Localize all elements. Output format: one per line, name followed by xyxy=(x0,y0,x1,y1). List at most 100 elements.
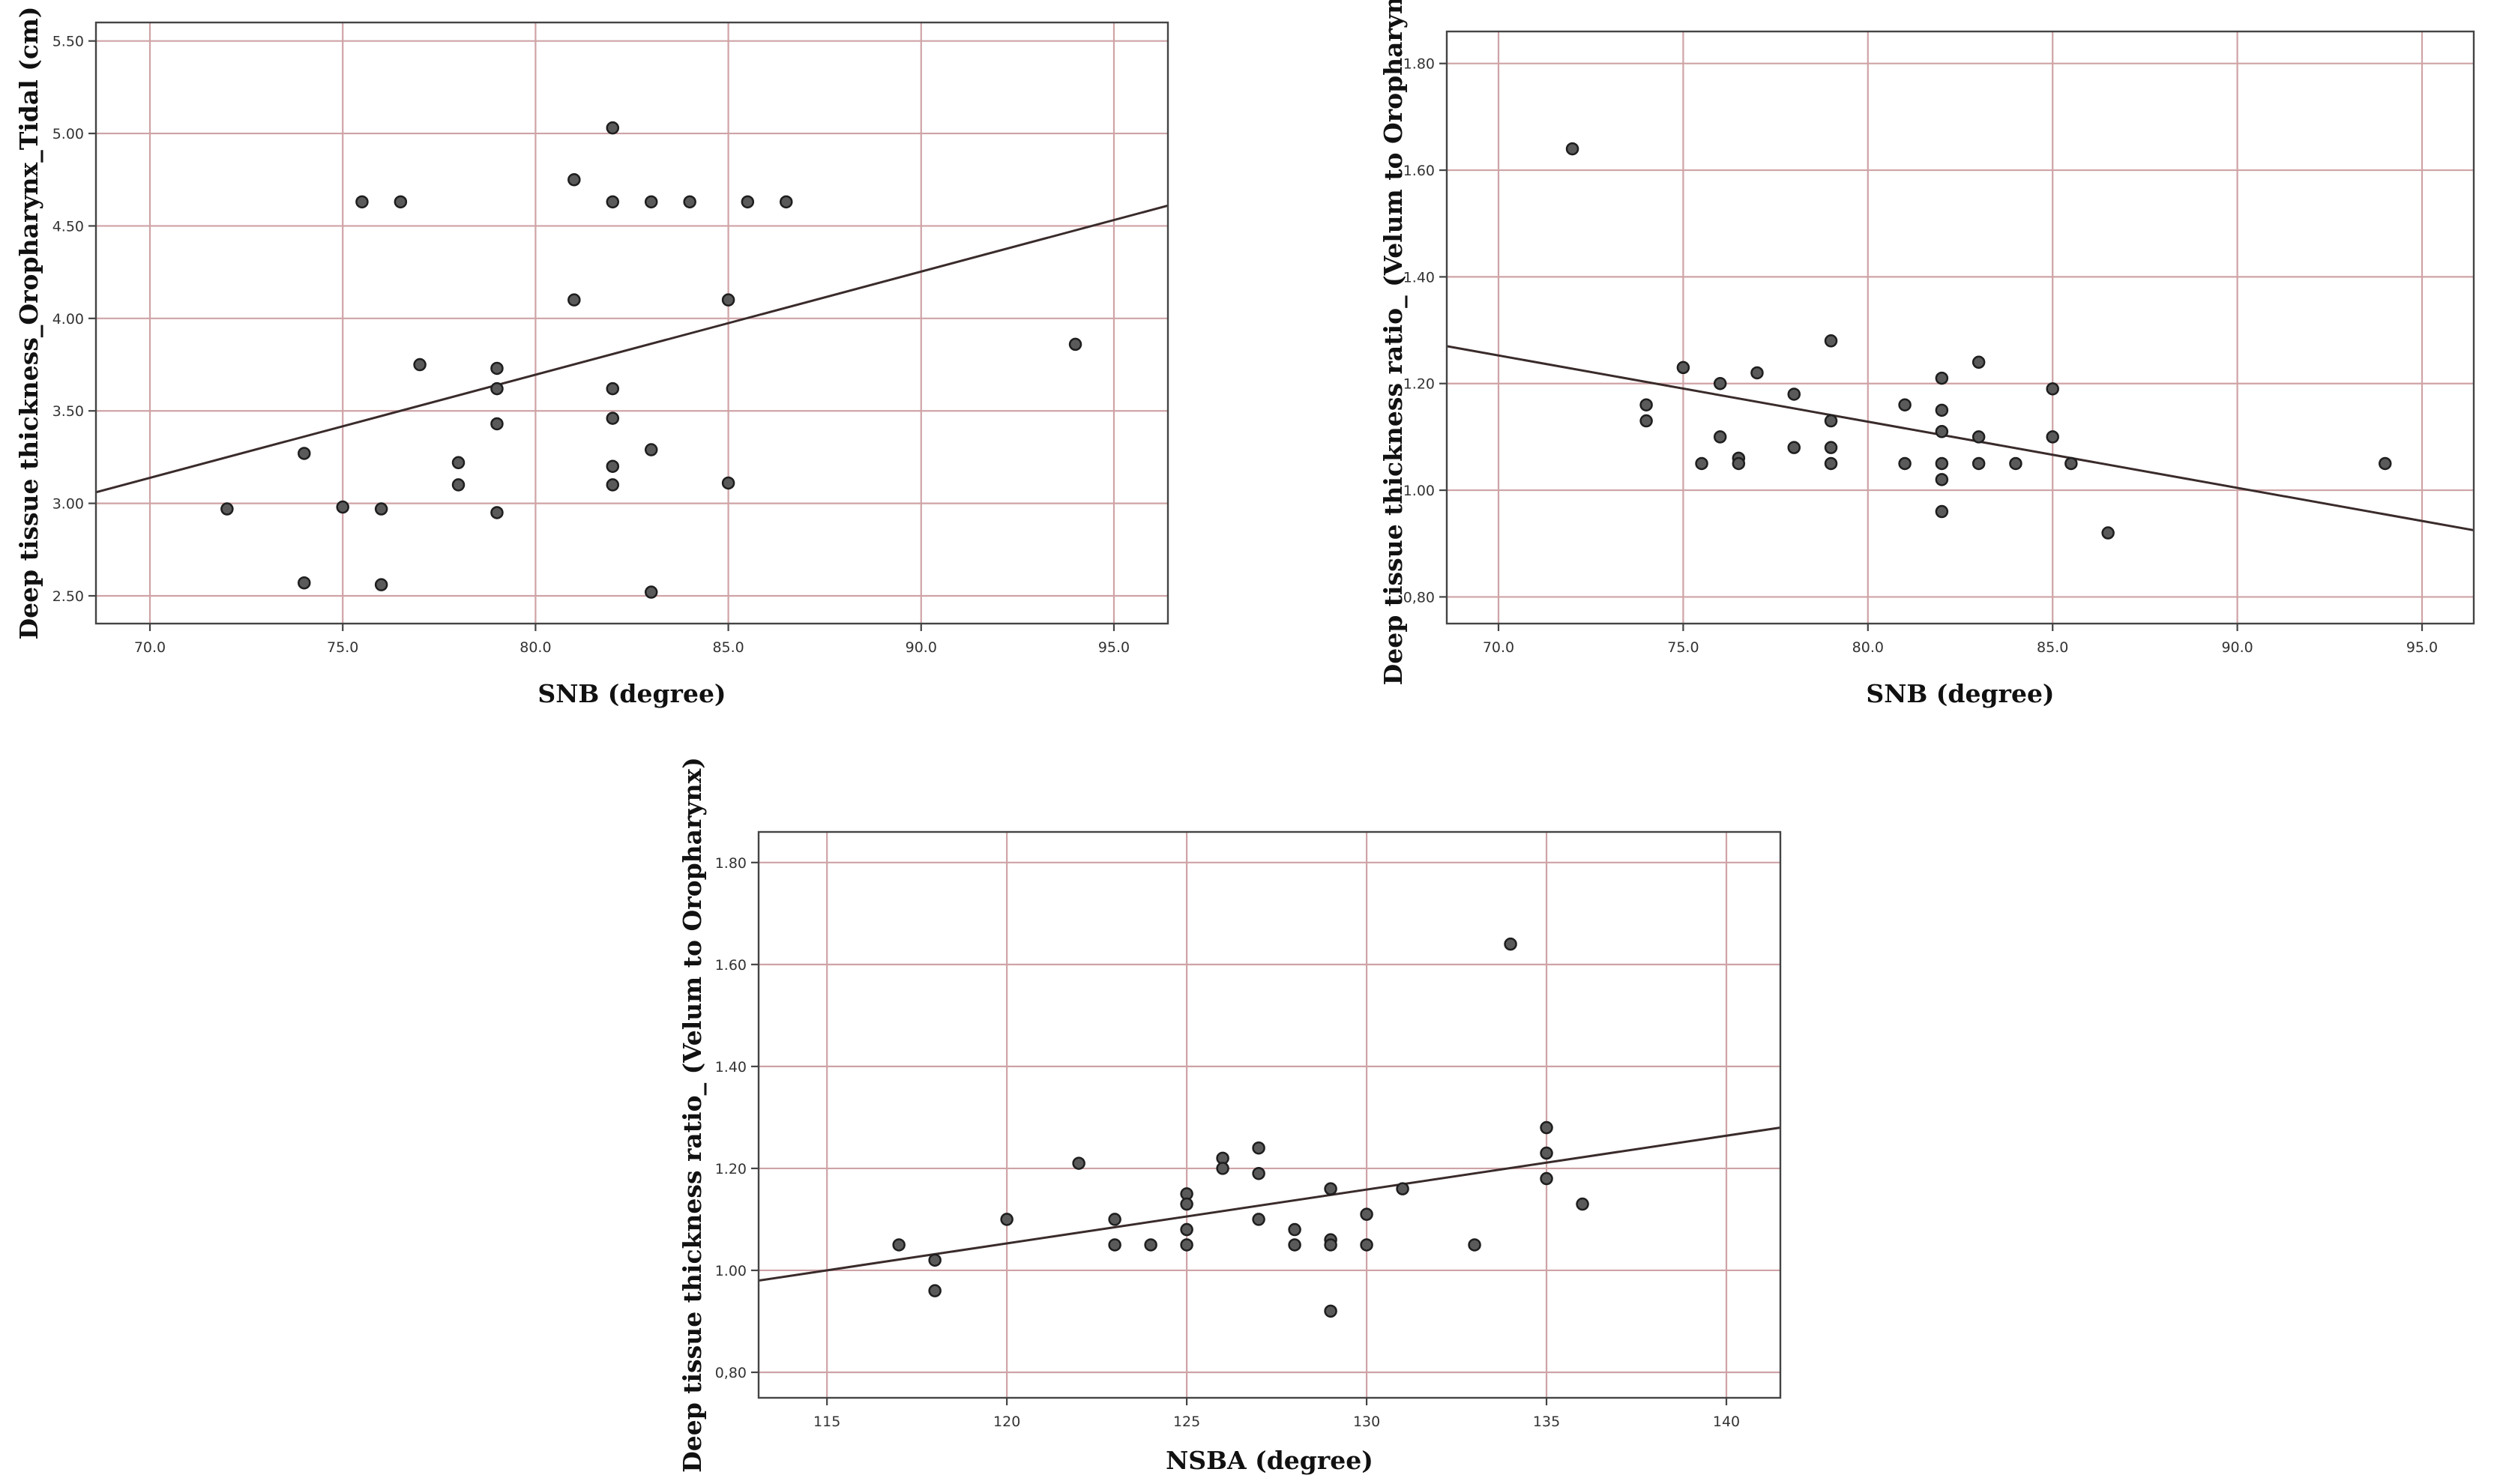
data-point xyxy=(490,381,504,396)
x-axis-label: SNB (degree) xyxy=(1866,679,2054,708)
data-point xyxy=(2046,382,2059,396)
y-tick-label: 5.00 xyxy=(52,126,84,142)
x-tick-label: 95.0 xyxy=(1098,639,1130,656)
x-tick-label: 80.0 xyxy=(1852,639,1884,656)
data-point xyxy=(892,1238,906,1252)
data-point xyxy=(1108,1238,1121,1252)
data-point xyxy=(2009,456,2022,471)
x-tick-label: 85.0 xyxy=(712,639,744,656)
data-point xyxy=(1639,414,1653,428)
y-tick-label: 1.00 xyxy=(1403,483,1435,499)
x-tick-label: 80.0 xyxy=(519,639,551,656)
data-point xyxy=(1824,456,1838,471)
y-tick-label: 1.80 xyxy=(1403,56,1435,73)
data-point xyxy=(606,121,620,135)
x-tick-label: 90.0 xyxy=(906,639,937,656)
data-point xyxy=(2064,456,2078,471)
data-point xyxy=(1324,1304,1337,1318)
y-tick-label: 1.20 xyxy=(715,1161,747,1177)
x-tick-label: 120 xyxy=(993,1414,1020,1430)
data-point xyxy=(1324,1182,1337,1195)
data-point xyxy=(1972,430,1986,444)
y-tick-label: 1.00 xyxy=(715,1263,747,1279)
chart-snb-vs-thickness-ratio: 70.0 75.0 80.0 85.0 90.0 95.0 0,80 1.00 1.20 1.40… xyxy=(1379,0,2475,708)
data-point xyxy=(1000,1213,1013,1226)
data-point xyxy=(1713,430,1727,444)
data-point xyxy=(644,195,658,209)
data-point xyxy=(1935,456,1949,471)
data-point xyxy=(1324,1238,1337,1252)
y-tick-label: 2.50 xyxy=(52,588,84,605)
x-tick-label: 85.0 xyxy=(2037,639,2068,656)
y-axis-label: Deep tissue thickness ratio_ (Velum to O… xyxy=(678,757,707,1473)
data-point xyxy=(1504,937,1517,951)
data-point xyxy=(1396,1182,1409,1195)
x-tick-label: 90.0 xyxy=(2221,639,2253,656)
data-point xyxy=(1713,376,1727,390)
data-point xyxy=(451,478,466,492)
data-point xyxy=(1824,441,1838,454)
data-point xyxy=(1676,361,1690,375)
y-tick-label: 1.40 xyxy=(715,1059,747,1076)
x-tick-label: 130 xyxy=(1353,1414,1380,1430)
fit-line xyxy=(1446,345,2475,531)
plot-frame xyxy=(1445,30,2475,625)
data-point xyxy=(567,293,581,307)
data-point xyxy=(606,381,620,396)
data-point xyxy=(1540,1171,1553,1186)
y-tick-label: 1.40 xyxy=(1403,269,1435,286)
data-point xyxy=(1288,1238,1301,1252)
data-point xyxy=(1824,334,1838,348)
y-tick-label: 3.00 xyxy=(52,496,84,513)
y-tick-label: 4.50 xyxy=(52,218,84,235)
data-point xyxy=(1787,387,1801,401)
fit-line xyxy=(758,1126,1781,1282)
data-point xyxy=(928,1253,942,1267)
data-point xyxy=(1565,142,1579,156)
data-point xyxy=(413,358,427,372)
data-point xyxy=(1935,473,1949,486)
data-point xyxy=(780,195,793,209)
y-axis-label: Deep tissue thickness ratio_ (Velum to O… xyxy=(1379,0,1408,685)
data-point xyxy=(451,456,466,470)
data-point xyxy=(336,500,349,514)
data-point xyxy=(1252,1166,1265,1180)
y-tick-label: 0,80 xyxy=(715,1365,747,1381)
data-point xyxy=(567,173,581,187)
data-point xyxy=(1898,398,1912,411)
data-point xyxy=(606,411,620,425)
data-point xyxy=(298,576,311,590)
data-point xyxy=(490,361,504,375)
data-point xyxy=(644,585,658,599)
data-point xyxy=(1695,456,1708,471)
y-axis-label: Deep tissue thickness_Oropharynx_Tidal (… xyxy=(14,6,43,639)
y-tick-label: 1.20 xyxy=(1403,376,1435,393)
data-point xyxy=(1216,1162,1229,1175)
data-point xyxy=(1180,1238,1193,1252)
x-tick-label: 70.0 xyxy=(1483,639,1514,656)
x-tick-label: 115 xyxy=(813,1414,840,1430)
data-point xyxy=(1972,355,1986,370)
data-point xyxy=(606,478,620,492)
data-point xyxy=(1108,1213,1121,1226)
data-point xyxy=(1144,1238,1157,1252)
data-point xyxy=(1732,456,1746,471)
data-point xyxy=(721,476,735,490)
data-point xyxy=(355,195,369,209)
data-point xyxy=(1072,1156,1085,1170)
data-point xyxy=(1639,398,1653,411)
x-tick-label: 75.0 xyxy=(327,639,358,656)
data-point xyxy=(374,578,388,591)
y-tick-label: 1.80 xyxy=(715,855,747,872)
data-point xyxy=(1252,1213,1265,1226)
y-tick-label: 1.60 xyxy=(1403,163,1435,179)
data-point xyxy=(220,502,234,516)
x-tick-label: 75.0 xyxy=(1667,639,1699,656)
plot-frame xyxy=(94,21,1169,625)
data-point xyxy=(1180,1197,1193,1211)
y-tick-label: 5.50 xyxy=(52,34,84,50)
data-point xyxy=(394,195,408,209)
data-point xyxy=(490,506,504,519)
data-point xyxy=(1750,366,1764,380)
